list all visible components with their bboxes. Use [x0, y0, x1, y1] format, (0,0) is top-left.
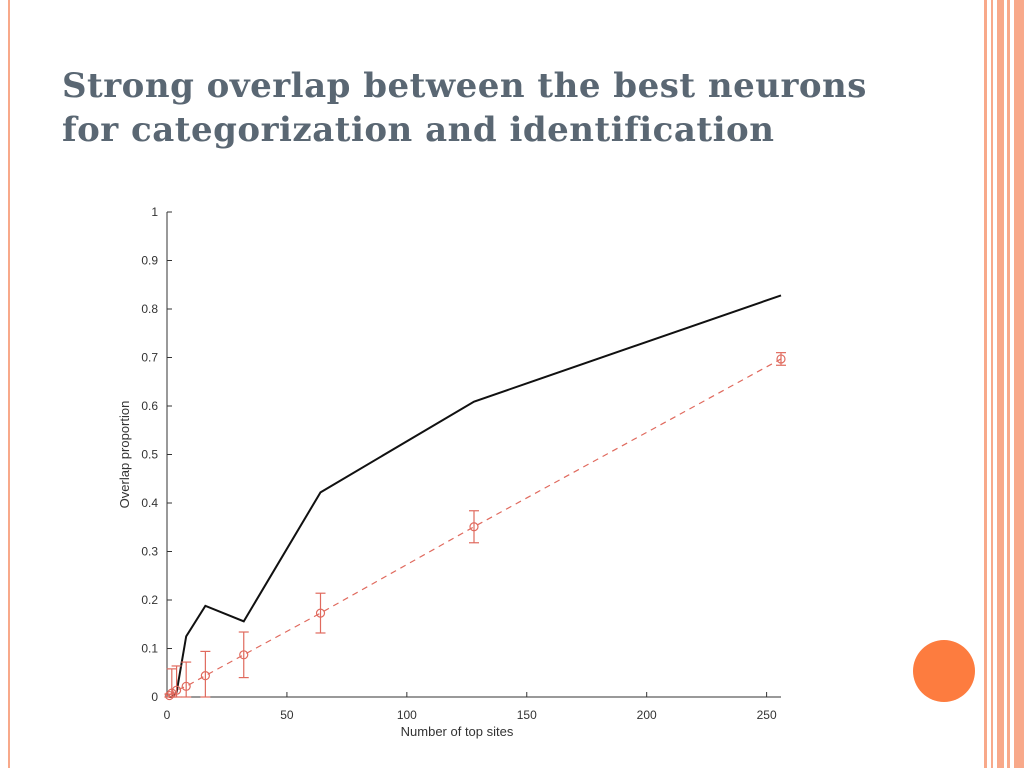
y-tick-label: 0.5 [141, 448, 158, 462]
data-point-marker [164, 690, 174, 701]
x-axis-label: Number of top sites [401, 724, 514, 739]
error-bar [315, 592, 326, 634]
error-bar [238, 631, 249, 679]
data-point-marker [200, 671, 210, 681]
chart-series [164, 294, 786, 701]
slide-title-line-1: Strong overlap between the best neurons [62, 66, 867, 106]
series-chance-line [168, 358, 782, 696]
error-bar [171, 665, 182, 698]
x-tick-label: 150 [517, 708, 537, 722]
error-bar [181, 661, 192, 698]
series-observed-line [169, 294, 782, 698]
x-tick-label: 100 [397, 708, 417, 722]
error-bar [469, 510, 479, 544]
slide-title: Strong overlap between the best neurons … [62, 64, 962, 152]
data-point-marker [776, 354, 786, 364]
y-tick-label: 0.2 [141, 593, 158, 607]
y-tick-label: 0.1 [141, 642, 158, 656]
data-point-marker [315, 608, 326, 618]
data-point-marker [469, 522, 479, 532]
data-point-marker [181, 681, 191, 691]
x-tick-label: 0 [164, 708, 171, 722]
y-tick-label: 0.3 [141, 545, 158, 559]
y-axis-label: Overlap proportion [117, 401, 132, 509]
y-tick-label: 0.7 [141, 351, 158, 365]
y-tick-label: 0.6 [141, 399, 158, 413]
left-accent-rule [8, 0, 10, 768]
data-point-marker [171, 685, 182, 695]
y-tick-label: 0.4 [141, 496, 158, 510]
right-decorative-stripes [981, 0, 1024, 768]
x-tick-label: 250 [757, 708, 777, 722]
y-tick-label: 1 [151, 205, 158, 219]
slide-title-line-2: for categorization and identification [62, 110, 775, 150]
x-tick-label: 50 [280, 708, 294, 722]
y-tick-label: 0.8 [141, 302, 158, 316]
decorative-orange-dot [913, 640, 975, 702]
chart-axes: 0 0.1 0.2 0.3 0.4 0.5 0.6 0.7 0.8 0.9 1 0 50 100 150 20… [141, 205, 781, 722]
data-point-marker [239, 650, 249, 660]
x-tick-label: 200 [637, 708, 657, 722]
error-bar [200, 650, 211, 698]
stripes-graphic [984, 0, 1024, 768]
y-tick-label: 0.9 [141, 254, 158, 268]
y-tick-label: 0 [151, 690, 158, 704]
